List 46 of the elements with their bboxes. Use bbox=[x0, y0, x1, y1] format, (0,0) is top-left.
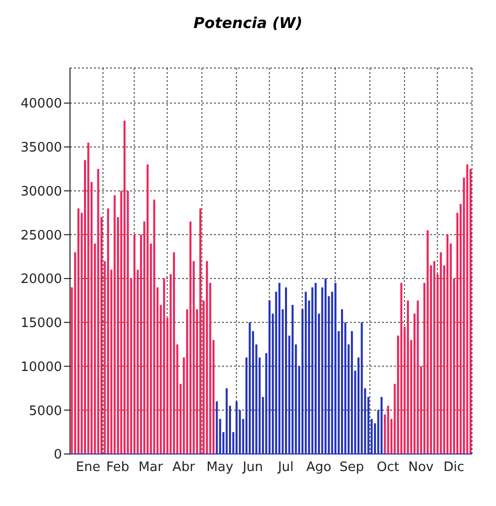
y-tick-label: 5000 bbox=[28, 404, 62, 419]
bar bbox=[416, 300, 419, 454]
y-tick-label: 15000 bbox=[20, 316, 62, 332]
y-tick-label: 40000 bbox=[20, 96, 62, 112]
bar bbox=[77, 208, 80, 454]
bar bbox=[87, 142, 90, 454]
bar bbox=[466, 164, 468, 454]
bar bbox=[153, 200, 156, 454]
y-tick-label: 20000 bbox=[20, 272, 62, 288]
x-tick-label: Oct bbox=[376, 460, 400, 476]
x-tick-label: Jul bbox=[276, 460, 294, 476]
bar bbox=[387, 406, 390, 454]
bar bbox=[206, 261, 208, 454]
x-tick-label: Dic bbox=[443, 460, 464, 476]
bar bbox=[146, 164, 149, 454]
x-tick-label: Feb bbox=[106, 460, 130, 476]
bar bbox=[124, 120, 126, 454]
y-tick-label: 10000 bbox=[20, 360, 62, 375]
bar bbox=[114, 195, 116, 454]
x-tick-label: Ene bbox=[76, 460, 100, 476]
x-tick-label: Jun bbox=[242, 460, 264, 476]
bar bbox=[107, 208, 110, 454]
x-tick-label: May bbox=[206, 460, 234, 476]
y-tick-label: 35000 bbox=[20, 140, 62, 156]
x-tick-label: Abr bbox=[172, 460, 196, 476]
bar bbox=[433, 261, 436, 454]
y-tick-label: 25000 bbox=[20, 228, 62, 244]
bar bbox=[406, 300, 409, 454]
bar bbox=[97, 168, 100, 454]
bar bbox=[446, 234, 448, 454]
x-tick-label: Sep bbox=[339, 460, 364, 476]
bar bbox=[199, 208, 202, 454]
bar bbox=[440, 252, 442, 454]
bar bbox=[426, 230, 429, 454]
y-tick-label: 30000 bbox=[20, 184, 62, 200]
bar bbox=[189, 222, 192, 454]
bar bbox=[163, 278, 166, 454]
bar bbox=[172, 252, 175, 454]
bar bbox=[470, 168, 472, 454]
bar bbox=[400, 282, 402, 454]
bar bbox=[133, 234, 136, 454]
chart-title: Potencia (W) bbox=[192, 13, 304, 34]
x-tick-label: Ago bbox=[306, 460, 332, 476]
x-tick-label: Nov bbox=[408, 460, 434, 476]
y-tick-label: 0 bbox=[54, 448, 62, 463]
x-tick-label: Mar bbox=[138, 460, 164, 476]
